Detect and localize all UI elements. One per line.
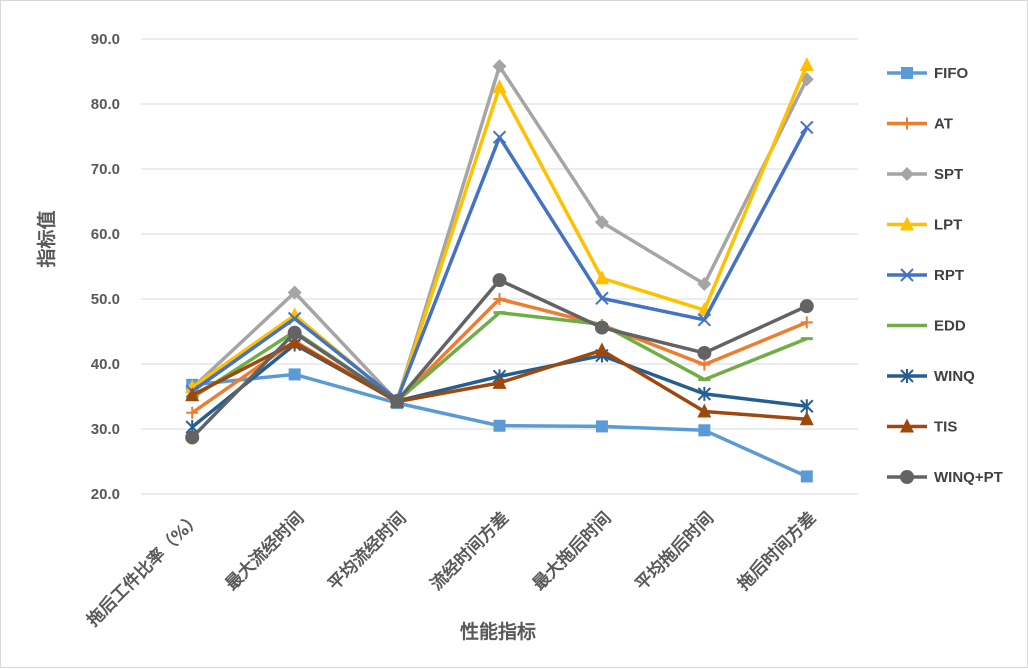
- data-point: [287, 307, 302, 322]
- y-tick-label: 90.0: [91, 31, 120, 48]
- data-point: [492, 273, 507, 288]
- x-axis-ticks: 拖后工件比率（%） 最大流经时间 平均流经时间 流经时间方差 最大拖后时间 平均拖后时间拖…: [83, 508, 821, 631]
- legend-label: EDD: [934, 318, 966, 335]
- data-point: [698, 358, 711, 371]
- legend-item: EDD: [887, 318, 966, 335]
- data-point: [901, 67, 913, 79]
- data-point: [697, 277, 712, 292]
- y-tick-label: 50.0: [91, 291, 120, 308]
- data-point: [697, 403, 712, 418]
- data-point: [595, 291, 609, 306]
- data-point: [799, 411, 814, 426]
- x-tick-label: 平均拖后时间: [631, 508, 718, 595]
- data-point: [900, 167, 914, 181]
- x-axis-title: 性能指标: [460, 620, 536, 643]
- legend-label: WINQ: [934, 368, 975, 385]
- data-point: [799, 299, 814, 314]
- y-axis-title: 指标值: [35, 210, 58, 267]
- data-point: [287, 285, 302, 300]
- data-point: [800, 399, 814, 414]
- legend-item: WINQ: [887, 368, 975, 385]
- y-axis-ticks: 20.0 30.0 40.0 50.0 60.0 70.0 80.0 90.0: [91, 31, 120, 503]
- legend-label: FIFO: [934, 65, 968, 82]
- data-point: [594, 342, 609, 357]
- data-point: [287, 311, 302, 326]
- y-tick-label: 60.0: [91, 226, 120, 243]
- legend-item: WINQ+PT: [887, 469, 1003, 486]
- data-point: [492, 374, 507, 389]
- data-point: [594, 215, 609, 230]
- x-tick-label: 平均流经时间: [324, 508, 411, 595]
- data-point: [900, 268, 914, 282]
- y-tick-label: 80.0: [91, 96, 120, 113]
- data-point: [900, 418, 914, 433]
- data-point: [595, 420, 608, 433]
- data-point: [800, 120, 814, 135]
- x-tick-label: 拖后时间方差: [733, 508, 820, 595]
- data-point: [800, 470, 813, 483]
- data-point: [492, 130, 507, 144]
- legend-label: RPT: [934, 267, 964, 284]
- series-winq-pt: [185, 273, 814, 445]
- y-tick-label: 20.0: [91, 486, 120, 503]
- x-tick-label: 拖后工件比率（%）: [83, 508, 206, 631]
- y-tick-label: 70.0: [91, 161, 120, 178]
- data-point: [900, 369, 914, 383]
- data-point: [493, 293, 506, 305]
- legend-label: LPT: [934, 217, 962, 234]
- y-tick-label: 30.0: [91, 421, 120, 438]
- data-point: [287, 325, 302, 340]
- series-tis: [185, 334, 814, 426]
- legend-item: RPT: [887, 267, 964, 284]
- x-tick-label: 最大流经时间: [221, 508, 308, 595]
- data-point: [697, 345, 712, 360]
- data-point: [287, 334, 302, 349]
- y-tick-label: 40.0: [91, 356, 120, 373]
- data-point: [594, 320, 609, 335]
- data-point: [492, 59, 507, 74]
- data-point: [900, 470, 914, 484]
- legend-item: SPT: [887, 166, 963, 183]
- data-point: [594, 270, 609, 285]
- legend-item: TIS: [887, 418, 957, 436]
- x-tick-label: 最大拖后时间: [528, 508, 615, 595]
- series-lines: [185, 57, 814, 483]
- data-point: [390, 394, 405, 409]
- data-point: [698, 424, 711, 437]
- legend-label: TIS: [934, 419, 957, 436]
- data-point: [697, 386, 712, 401]
- legend: FIFO AT SPT LPT RPT EDD WINQ TIS WINQ+PT: [887, 65, 1003, 486]
- data-point: [799, 57, 814, 71]
- data-point: [697, 313, 712, 327]
- x-tick-label: 流经时间方差: [426, 508, 513, 595]
- legend-item: FIFO: [887, 65, 968, 82]
- data-point: [492, 79, 507, 94]
- legend-item: AT: [887, 116, 953, 133]
- legend-label: AT: [934, 116, 953, 133]
- legend-label: SPT: [934, 166, 963, 183]
- data-point: [185, 430, 200, 445]
- data-point: [185, 387, 200, 402]
- data-point: [900, 216, 914, 231]
- series-rpt: [185, 120, 814, 407]
- data-point: [186, 406, 199, 419]
- data-point: [901, 117, 913, 130]
- data-point: [493, 419, 506, 432]
- data-point: [288, 368, 301, 381]
- data-point: [800, 316, 813, 329]
- legend-label: WINQ+PT: [934, 469, 1003, 486]
- legend-item: LPT: [887, 216, 962, 234]
